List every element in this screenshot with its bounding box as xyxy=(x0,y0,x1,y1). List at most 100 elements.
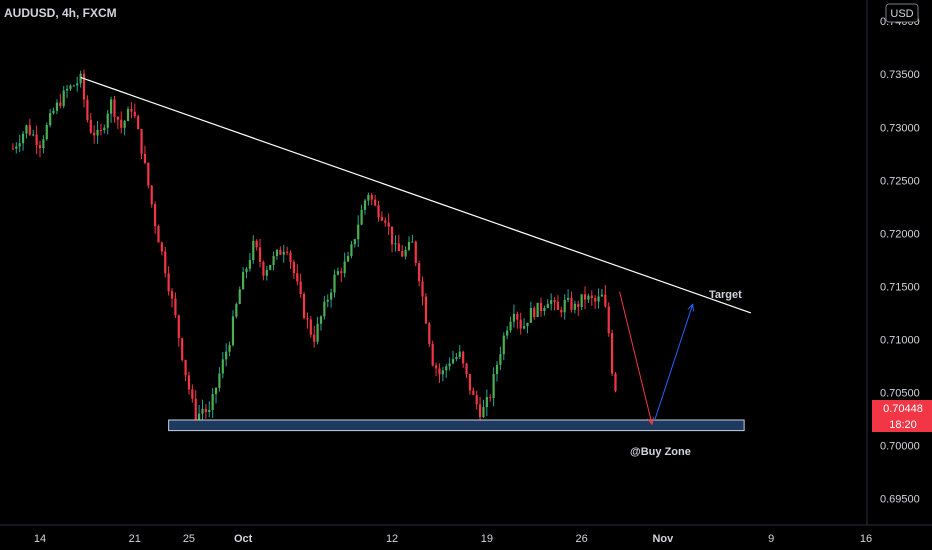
candle xyxy=(106,109,109,135)
candle xyxy=(69,84,72,91)
currency-button[interactable]: USD xyxy=(885,3,919,23)
candle xyxy=(245,266,248,279)
candle xyxy=(451,350,455,365)
candle xyxy=(340,267,343,282)
candle xyxy=(597,288,600,309)
candle xyxy=(495,361,499,382)
candle xyxy=(353,238,356,248)
candle xyxy=(160,241,163,256)
candle xyxy=(316,317,319,345)
currency-button-label: USD xyxy=(890,8,913,20)
candle xyxy=(499,346,502,371)
candle xyxy=(18,134,21,153)
candle xyxy=(482,399,485,418)
candle xyxy=(147,162,150,189)
candle xyxy=(174,292,177,318)
candle xyxy=(438,363,441,383)
candle xyxy=(113,95,116,123)
candlestick-series xyxy=(11,69,617,431)
candle xyxy=(543,305,546,316)
candle xyxy=(600,288,604,297)
price-tick-label: 0.71500 xyxy=(880,281,920,293)
time-tick-label: 9 xyxy=(768,533,774,545)
candle xyxy=(96,121,99,144)
candle xyxy=(116,116,119,130)
candle xyxy=(258,238,262,268)
candle xyxy=(614,372,617,393)
candle xyxy=(509,316,512,333)
candle xyxy=(275,248,279,260)
buy-zone-label: @Buy Zone xyxy=(630,446,691,458)
candle xyxy=(177,314,180,347)
time-tick-label: 16 xyxy=(860,533,872,545)
candle xyxy=(191,384,194,403)
candle xyxy=(492,367,495,407)
candle xyxy=(21,130,25,151)
projection-arrows[interactable] xyxy=(619,291,695,426)
candle xyxy=(421,276,424,306)
price-tick-label: 0.71000 xyxy=(880,334,920,346)
time-tick-label: 26 xyxy=(576,533,588,545)
candle xyxy=(370,192,373,206)
time-tick-label: Oct xyxy=(234,533,253,545)
candle xyxy=(465,362,468,378)
candle xyxy=(424,293,428,325)
candle xyxy=(248,253,251,272)
candle xyxy=(468,374,472,395)
candle xyxy=(279,246,282,255)
trendline[interactable] xyxy=(80,76,752,314)
candle xyxy=(431,340,434,367)
candle xyxy=(363,198,367,215)
price-tick-label: 0.70500 xyxy=(880,387,920,399)
candle xyxy=(360,204,363,226)
time-tick-label: 12 xyxy=(386,533,398,545)
buy-zone[interactable] xyxy=(168,419,745,432)
candle xyxy=(367,192,370,206)
price-tick-label: 0.70000 xyxy=(880,440,920,452)
candle xyxy=(587,293,590,303)
candle xyxy=(306,312,309,329)
candle xyxy=(529,301,532,323)
candle xyxy=(411,234,414,243)
price-tick-label: 0.73500 xyxy=(880,69,920,81)
candle xyxy=(519,312,522,335)
time-axis[interactable]: 14 21 25 Oct 12 19 26 Nov 9 16 xyxy=(34,533,872,545)
candle xyxy=(89,112,92,134)
candle xyxy=(59,93,62,109)
projection-arrow-up[interactable] xyxy=(654,303,695,421)
candle xyxy=(204,404,207,419)
candle xyxy=(167,266,170,296)
candle xyxy=(52,107,55,115)
candle xyxy=(550,293,553,311)
candle xyxy=(506,326,509,340)
candle xyxy=(137,114,140,130)
candle xyxy=(428,322,431,348)
candle xyxy=(390,226,394,253)
candle xyxy=(330,288,333,308)
candle xyxy=(607,302,610,337)
candle xyxy=(143,145,147,165)
candle xyxy=(448,357,451,371)
candle xyxy=(502,332,505,361)
candle xyxy=(130,102,133,119)
candle xyxy=(377,200,380,222)
candle xyxy=(269,264,272,271)
candle xyxy=(25,124,28,139)
candle xyxy=(157,224,160,243)
candle xyxy=(553,297,556,311)
last-price-badge: 0.70448 18:20 xyxy=(872,400,932,432)
candle xyxy=(82,69,86,108)
projection-arrow-down[interactable] xyxy=(619,291,654,426)
candle xyxy=(326,294,329,308)
target-label: Target xyxy=(709,289,742,301)
candle xyxy=(45,122,48,141)
candle xyxy=(123,119,126,136)
candle xyxy=(336,267,340,276)
candle xyxy=(153,201,157,234)
time-tick-label: 21 xyxy=(129,533,141,545)
candle xyxy=(238,286,241,305)
candle xyxy=(103,124,106,134)
candle xyxy=(228,341,231,357)
candle xyxy=(187,371,191,395)
